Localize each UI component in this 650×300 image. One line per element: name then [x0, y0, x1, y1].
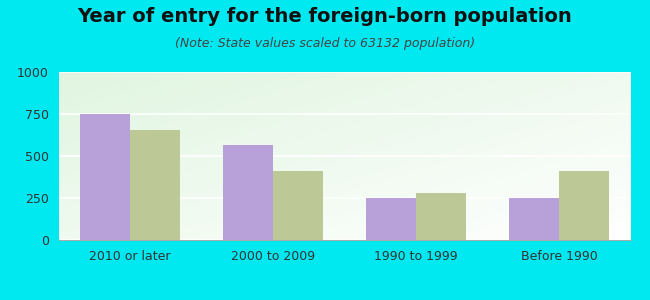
- Legend: 63132, Missouri: 63132, Missouri: [238, 295, 451, 300]
- Bar: [223, 145, 273, 240]
- Text: (Note: State values scaled to 63132 population): (Note: State values scaled to 63132 popu…: [175, 38, 475, 50]
- Bar: [273, 171, 323, 240]
- Bar: [509, 198, 559, 240]
- Bar: [366, 198, 416, 240]
- Text: Year of entry for the foreign-born population: Year of entry for the foreign-born popul…: [77, 8, 573, 26]
- Bar: [130, 130, 180, 240]
- Bar: [559, 171, 609, 240]
- Bar: [80, 114, 130, 240]
- Bar: [416, 193, 466, 240]
